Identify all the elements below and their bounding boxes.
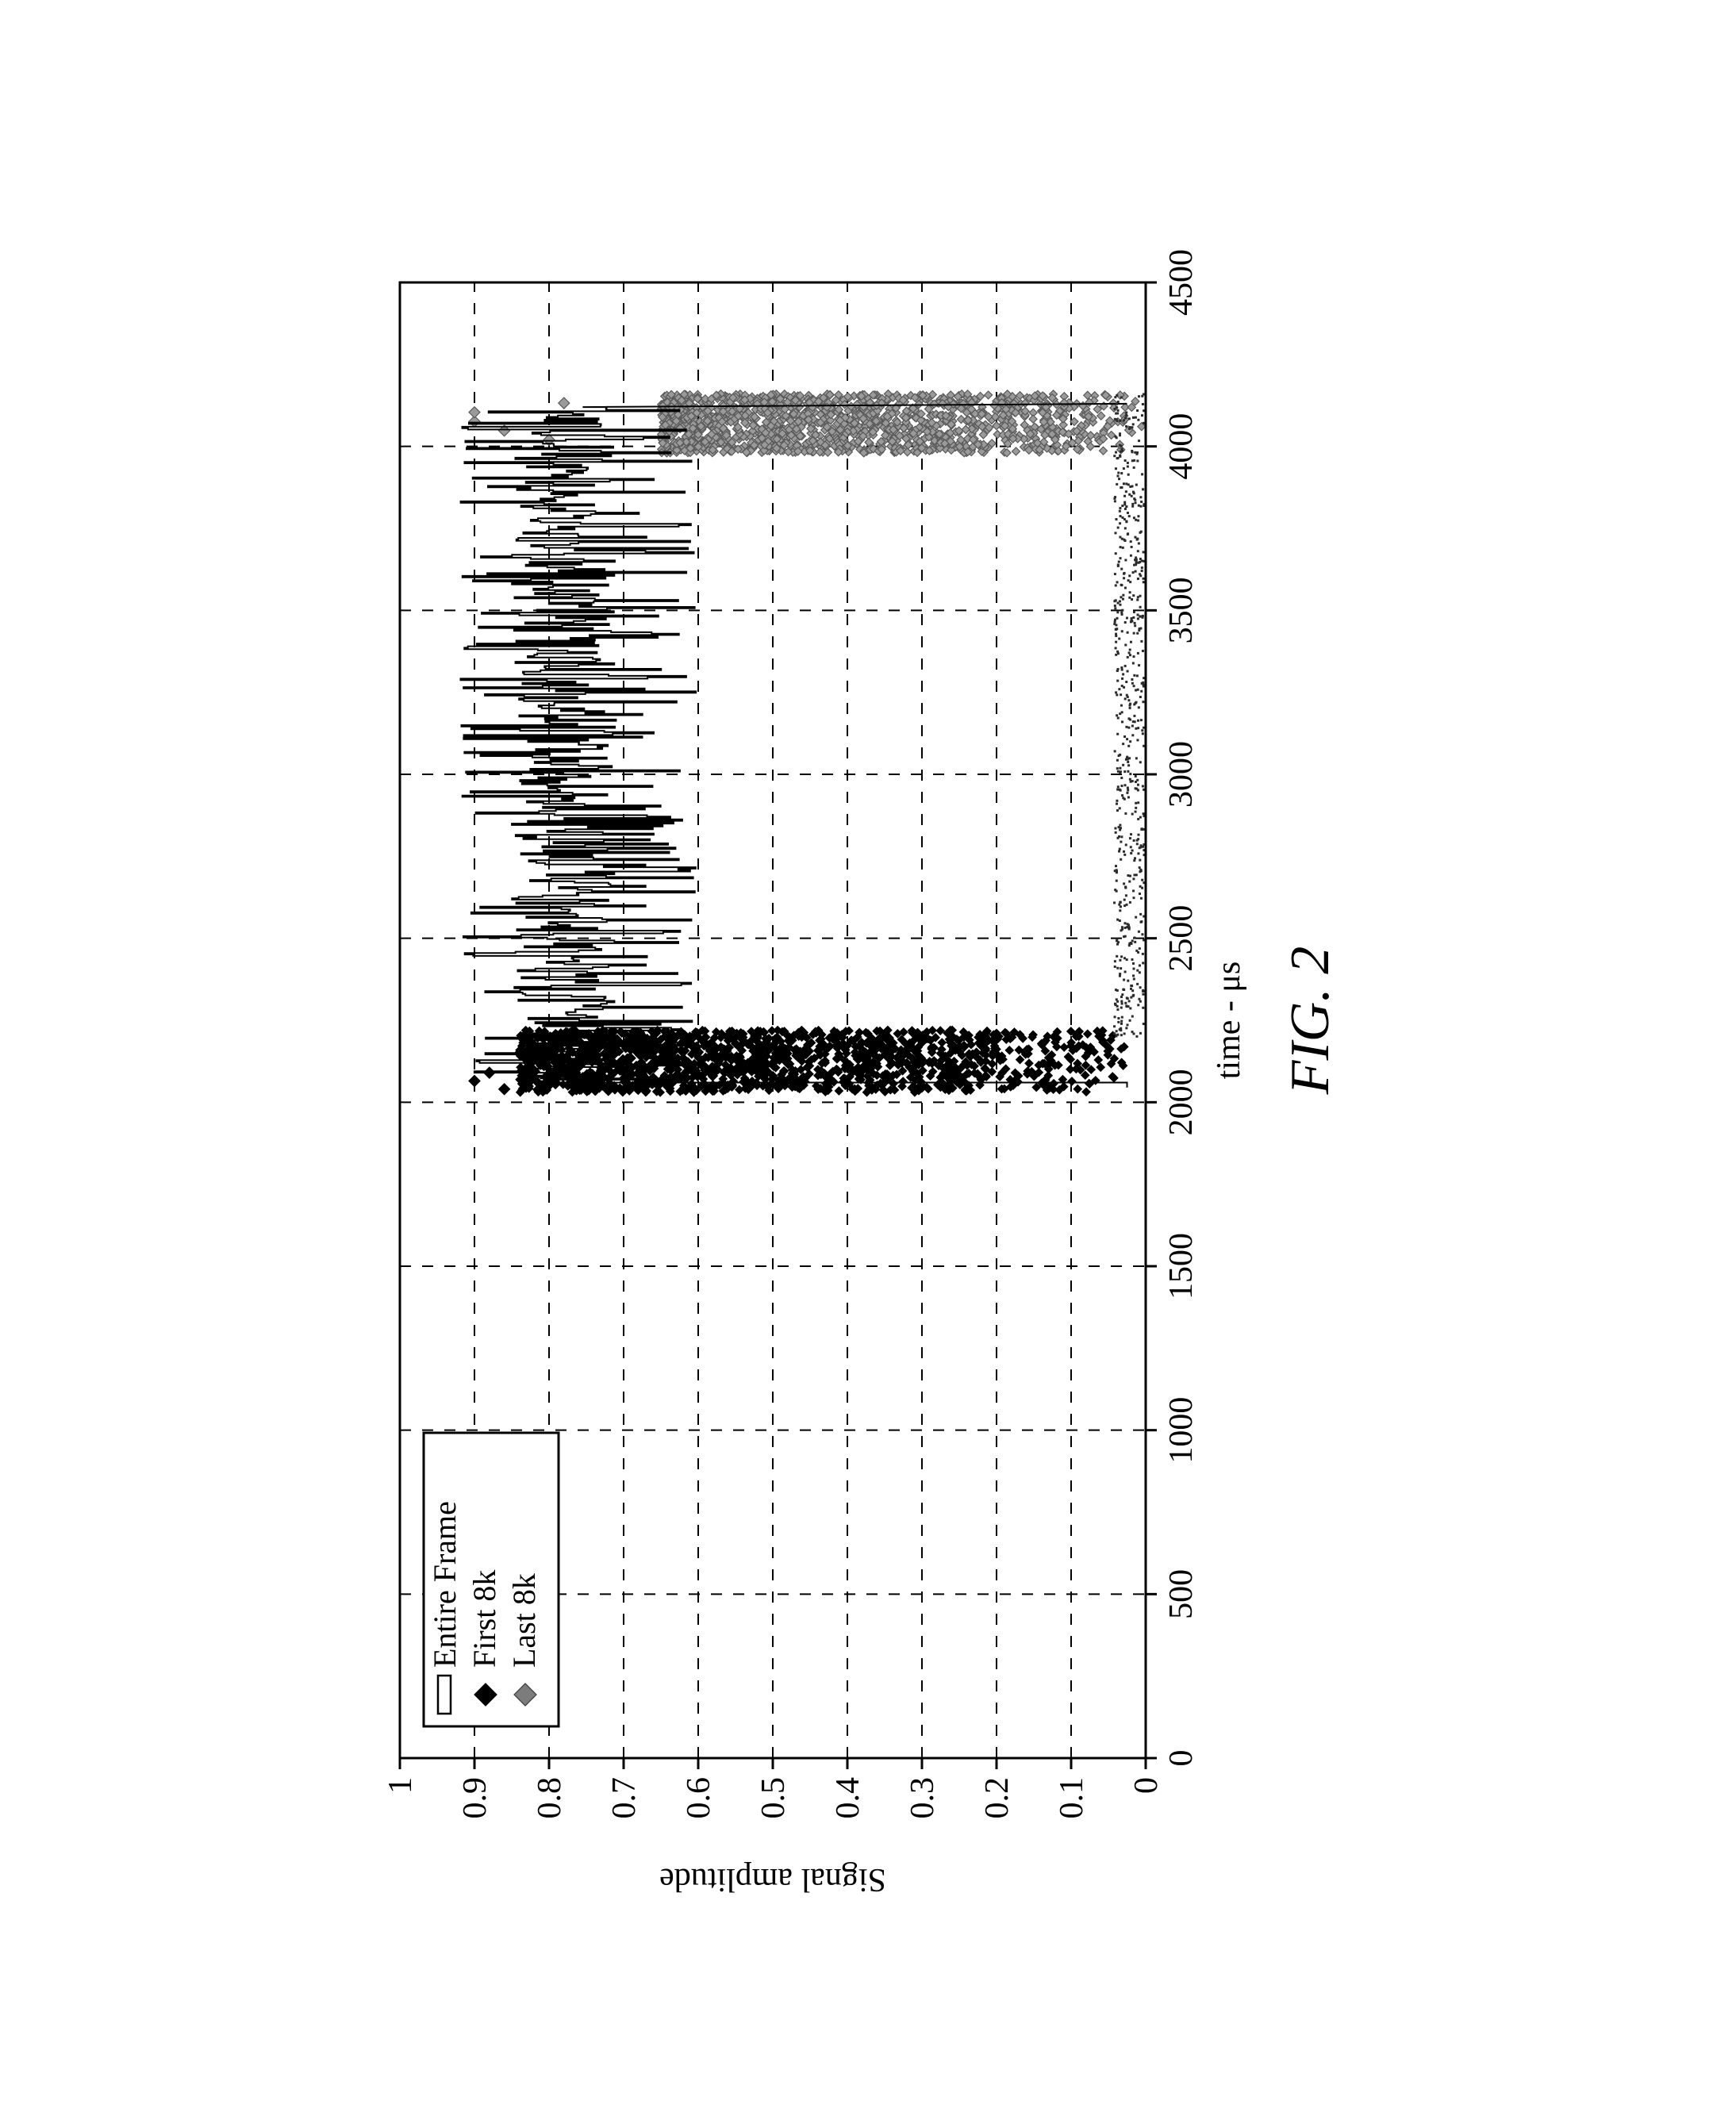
legend: Entire FrameFirst 8kLast 8k bbox=[424, 1433, 559, 1726]
y-tick-label: 0.7 bbox=[606, 1777, 643, 1819]
x-tick-label: 4000 bbox=[1163, 413, 1200, 480]
y-tick-label: 0.3 bbox=[904, 1777, 941, 1819]
y-tick-label: 0.5 bbox=[755, 1777, 792, 1819]
legend-label: Last 8k bbox=[506, 1573, 542, 1668]
x-tick-label: 500 bbox=[1163, 1569, 1200, 1619]
y-tick-label: 0.9 bbox=[457, 1777, 494, 1819]
legend-swatch-entire-frame bbox=[438, 1676, 451, 1714]
x-tick-label: 2500 bbox=[1163, 905, 1200, 972]
x-tick-label: 4500 bbox=[1163, 249, 1200, 316]
legend-label: First 8k bbox=[467, 1570, 502, 1668]
figure-panel: 0 500 1000 1500 2000 2500 3000 3500 4000 4500 0 0.1… bbox=[352, 140, 1384, 1964]
y-tick-label: 0.6 bbox=[681, 1777, 717, 1819]
y-tick-label: 0 bbox=[1128, 1777, 1165, 1794]
x-tick-label: 2000 bbox=[1163, 1069, 1200, 1135]
x-axis-label: time - μs bbox=[1211, 962, 1247, 1080]
y-tick-label: 1 bbox=[382, 1777, 419, 1794]
x-tick-label: 0 bbox=[1163, 1750, 1200, 1767]
x-tick-label: 3000 bbox=[1163, 741, 1200, 808]
chart-svg: 0 500 1000 1500 2000 2500 3000 3500 4000 4500 0 0.1… bbox=[352, 140, 1384, 1964]
x-tick-label: 3500 bbox=[1163, 577, 1200, 643]
legend-label: Entire Frame bbox=[427, 1501, 463, 1668]
y-tick-label: 0.4 bbox=[830, 1777, 866, 1819]
x-tick-label: 1500 bbox=[1163, 1233, 1200, 1300]
y-axis-label: Signal amplitude bbox=[659, 1861, 886, 1898]
y-tick-label: 0.2 bbox=[979, 1777, 1016, 1819]
page: 0 500 1000 1500 2000 2500 3000 3500 4000 4500 0 0.1… bbox=[0, 0, 1736, 2104]
y-tick-label: 0.1 bbox=[1054, 1777, 1090, 1819]
x-tick-label: 1000 bbox=[1163, 1397, 1200, 1464]
y-tick-label: 0.8 bbox=[532, 1777, 568, 1819]
figure-caption: FIG. 2 bbox=[1280, 946, 1341, 1096]
